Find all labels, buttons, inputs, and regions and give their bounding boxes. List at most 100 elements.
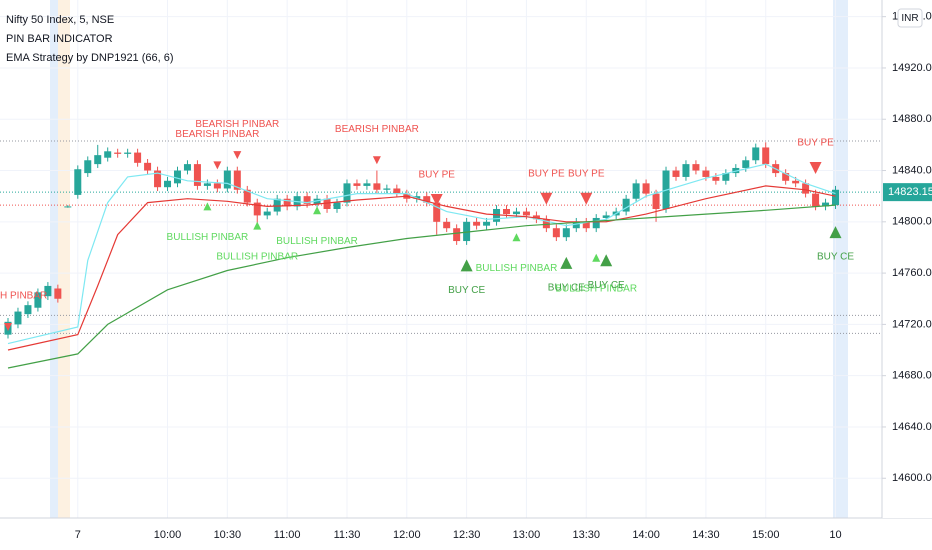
signal-label: BUY PE [528,168,565,179]
signal-marker [203,202,212,211]
x-tick-label: 12:30 [453,529,481,541]
x-tick-label: 13:30 [572,529,600,541]
candle-body [183,164,191,171]
candle-body [712,176,720,181]
candle-body [782,173,790,181]
candle-body [323,198,331,209]
y-tick-label: 14840.00 [892,164,932,176]
candle-body [652,193,660,209]
candle-body [552,228,560,238]
candle-body [64,206,72,208]
signal-marker [560,256,573,269]
indicator-name: PIN BAR INDICATOR [6,33,113,45]
x-tick-label: 10 [829,529,841,541]
candle-body [453,228,461,242]
candle-body [702,170,710,177]
signal-label: BUY CE [817,252,854,263]
candle-body [762,147,770,165]
y-tick-label: 14680.00 [892,370,932,382]
candle-body [14,311,22,325]
grid [0,0,882,518]
x-axis-background [0,518,932,550]
y-tick-label: 14720.00 [892,318,932,330]
candle-body [632,183,640,199]
x-tick-label: 12:00 [393,529,421,541]
candle-body [173,170,181,184]
signal-marker [512,233,521,242]
signal-label: BEARISH PINBAR [335,124,419,135]
candle-body [44,285,52,297]
candle-body [672,170,680,177]
candle-body [363,183,371,186]
indicator-name: EMA Strategy by DNP1921 (66, 6) [6,52,174,64]
candle-body [94,155,102,165]
signal-marker [430,194,443,207]
y-tick-label: 14600.00 [892,472,932,484]
candle-body [213,183,221,189]
candle-body [253,202,261,216]
signal-marker [253,221,262,230]
candle-body [353,183,361,186]
signal-label: H PINBAR [0,291,47,302]
candle-body [752,147,760,161]
candle-body [522,211,530,216]
candle-body [393,188,401,194]
candle-body [84,160,92,174]
candle-body [134,152,142,163]
signal-marker [233,151,242,160]
candle-body [493,208,501,222]
candle-body [203,183,211,186]
candle-body [104,151,112,158]
candle-body [343,183,351,203]
signal-label: BUY PE [418,170,455,181]
last-price-label: 14823.15 [888,186,932,198]
candle-body [503,208,510,215]
candle-body [562,228,570,238]
x-tick-label: 10:30 [214,529,242,541]
signal-marker [809,161,822,174]
signal-label: BULLISH PINBAR [216,251,298,262]
x-tick-label: 7 [75,529,81,541]
candle-body [443,221,451,229]
candle-body [24,305,32,315]
signal-marker [580,192,593,205]
chart-title: Nifty 50 Index, 5, NSE [6,14,114,26]
candle-body [592,217,600,229]
candle-body [383,188,391,190]
signal-marker [460,259,473,272]
candle-body [223,170,231,189]
y-tick-label: 14880.00 [892,113,932,125]
candle-body [532,215,540,220]
candle-body [802,183,810,194]
candle-body [154,170,162,188]
candle-body [54,288,62,299]
candle-body [333,202,341,209]
signal-label: BEARISH PINBAR [195,119,279,130]
currency-button-box[interactable] [897,8,923,28]
candle-body [732,167,740,174]
candle-body [602,215,610,218]
y-tick-label: 14760.00 [892,267,932,279]
signal-label: BUY CE [588,280,625,291]
candle-body [463,221,471,242]
candle-body [114,152,122,154]
signal-label: BUY PE [797,138,834,149]
signal-marker [372,156,381,165]
currency-label[interactable]: INR [901,13,918,24]
signal-label: BUY PE [568,168,605,179]
currency-button[interactable]: INR [897,8,923,28]
candle-body [742,160,750,168]
signal-label: BULLISH PINBAR [167,232,249,243]
candle-body [622,198,630,212]
x-tick-label: 10:00 [154,529,182,541]
session-band [833,0,848,518]
candle-body [792,180,800,184]
candle-body [822,202,830,207]
signal-marker [829,226,842,239]
candle-body [34,292,42,308]
candle-body [642,183,650,194]
